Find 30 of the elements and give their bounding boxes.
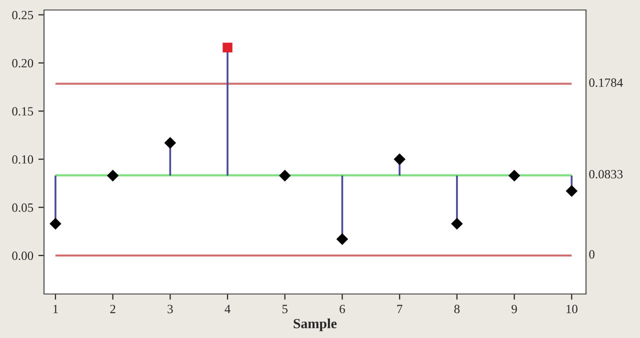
y-tick-label: 0.05 [12, 203, 34, 212]
point [508, 170, 520, 182]
x-tick-label: 4 [224, 304, 230, 314]
x-tick-label: 8 [454, 304, 460, 314]
point [106, 170, 119, 182]
x-tick-label: 1 [53, 304, 58, 314]
point [222, 42, 232, 52]
y-tick-label: 0.25 [12, 10, 34, 20]
y-tick-label: 0.20 [12, 58, 34, 68]
ref-line-label: 0.1784 [589, 78, 623, 87]
y-tick-label: 0.15 [12, 107, 34, 116]
point [336, 233, 348, 246]
ref-line-label: 0.0833 [589, 170, 623, 178]
point [278, 170, 291, 182]
ref-line-label: 0 [589, 250, 594, 259]
y-tick-label: 0.10 [12, 155, 34, 164]
point [164, 136, 176, 149]
x-tick-label: 10 [566, 304, 578, 314]
point [394, 153, 406, 166]
x-tick-label: 2 [110, 304, 116, 314]
x-tick-label: 5 [282, 304, 288, 314]
x-tick-label: 9 [512, 304, 517, 314]
point [451, 218, 463, 230]
x-tick-label: 3 [168, 304, 173, 314]
point [50, 218, 62, 230]
point [566, 185, 578, 197]
y-tick-label: 0.00 [12, 252, 34, 260]
x-tick-label: 6 [340, 304, 345, 314]
x-tick-label: 7 [397, 304, 402, 314]
x-axis-title: Sample [294, 318, 337, 332]
